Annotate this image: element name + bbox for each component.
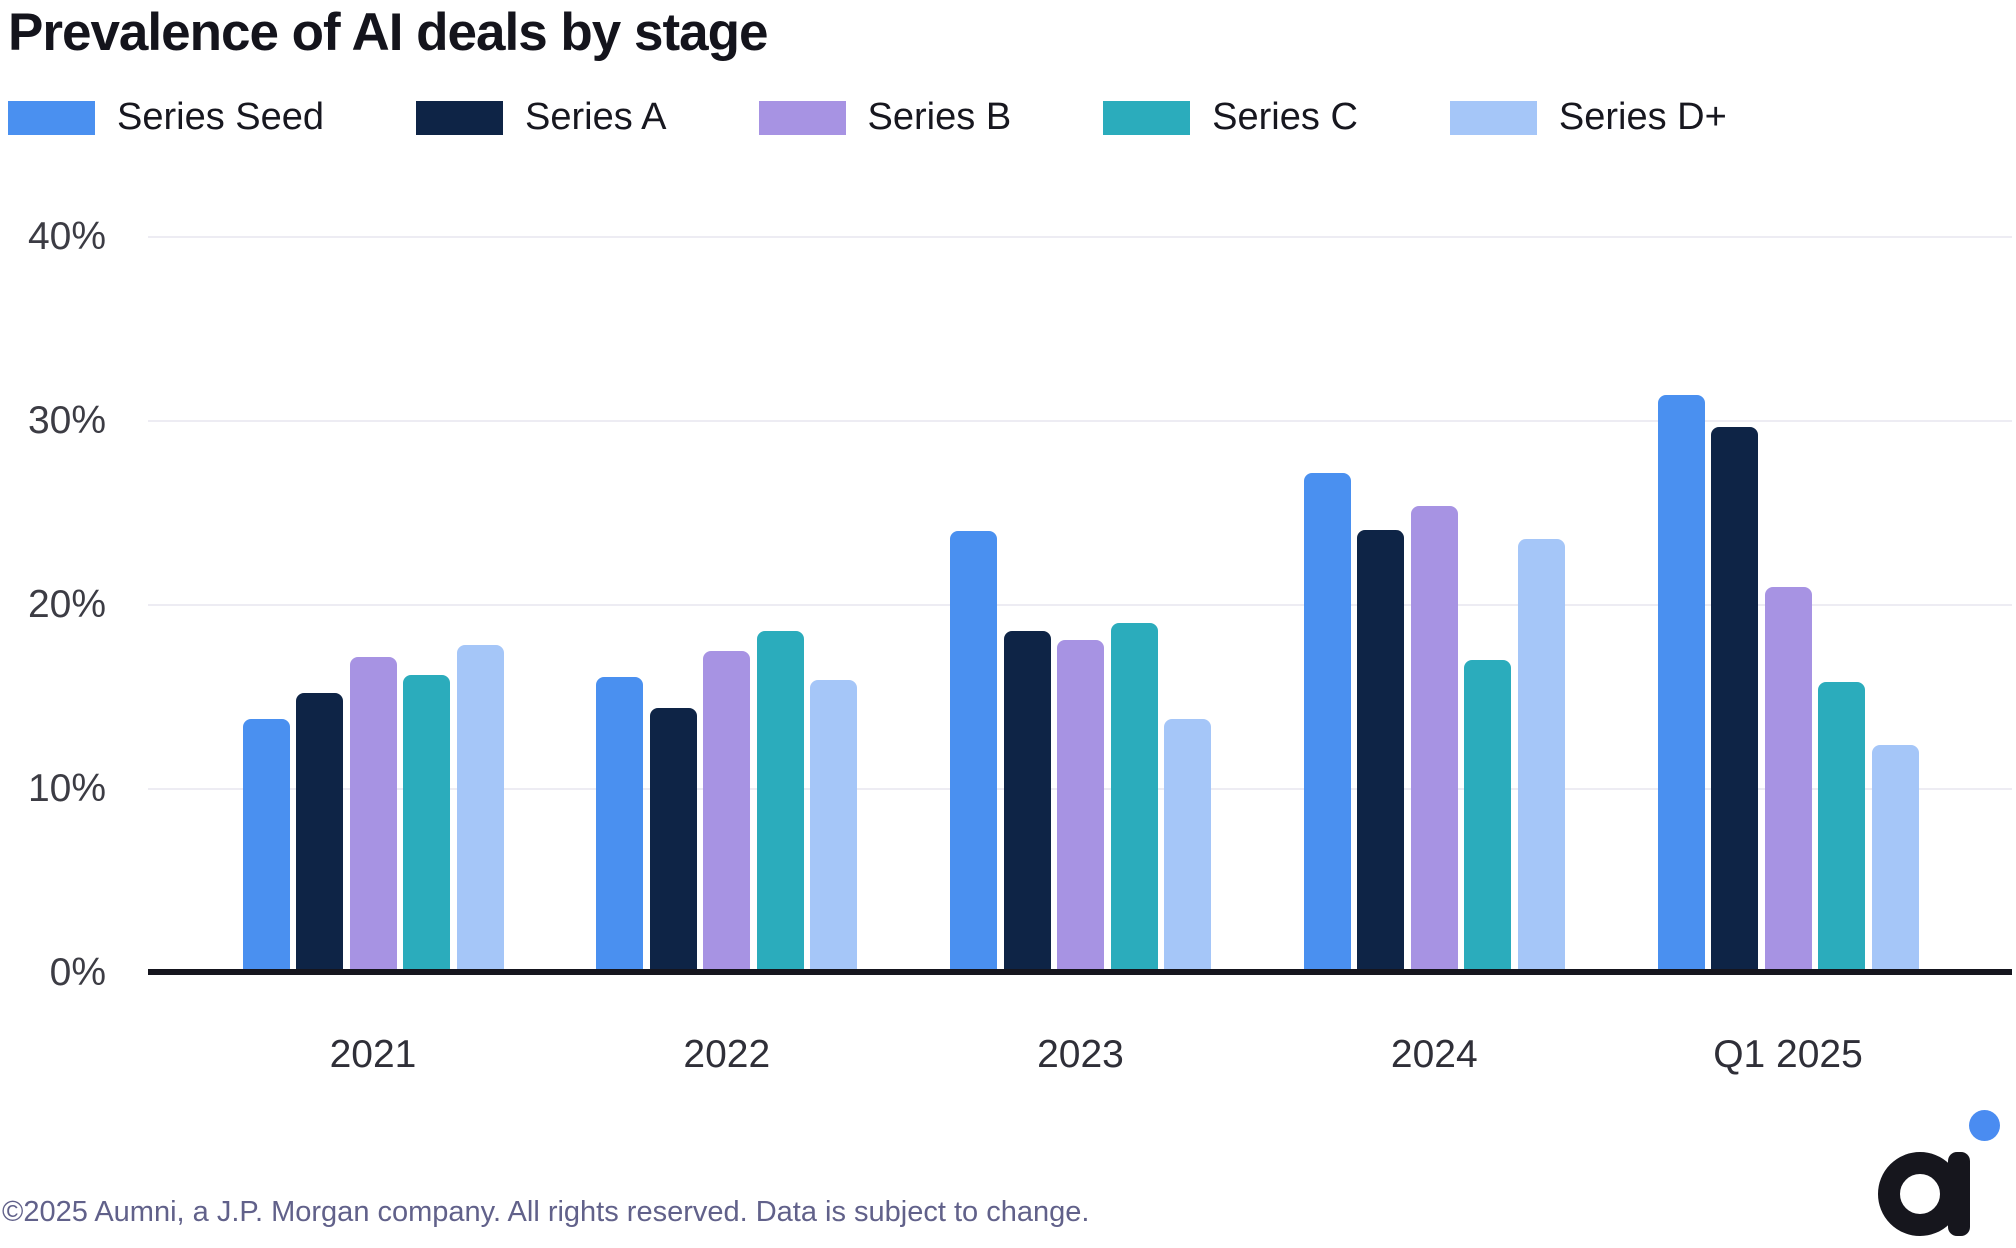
y-tick-0pct: 0% xyxy=(49,951,106,994)
legend-item-series-c: Series C xyxy=(1103,96,1358,139)
bar-series-seed-2022 xyxy=(596,676,644,973)
x-axis-label-2021: 2021 xyxy=(329,1033,417,1076)
bar-series-seed-q1-2025 xyxy=(1657,395,1705,973)
y-tick-40pct: 40% xyxy=(27,215,106,258)
bar-series-seed-2024 xyxy=(1303,472,1351,973)
x-axis-line xyxy=(148,969,2012,975)
legend-item-series-b: Series B xyxy=(758,96,1012,139)
bar-series-d-2022 xyxy=(810,680,858,973)
legend-swatch-series-d xyxy=(1449,100,1537,135)
bar-series-b-q1-2025 xyxy=(1764,586,1812,973)
bar-series-c-2022 xyxy=(756,630,804,973)
bar-series-seed-2021 xyxy=(242,719,290,973)
bar-group-2021 xyxy=(242,645,504,973)
legend-label: Series C xyxy=(1212,96,1358,138)
bar-series-a-q1-2025 xyxy=(1711,426,1758,973)
logo-a-mark-icon xyxy=(1878,1152,1970,1236)
bar-series-b-2022 xyxy=(703,651,751,973)
copyright-note: ©2025 Aumni, a J.P. Morgan company. All … xyxy=(2,1196,1090,1228)
legend-swatch-series-seed xyxy=(8,100,95,135)
bar-series-seed-2023 xyxy=(950,531,997,973)
x-axis-label-2024: 2024 xyxy=(1390,1033,1478,1076)
x-axis-label-q1-2025: Q1 2025 xyxy=(1713,1033,1863,1076)
bar-series-b-2024 xyxy=(1410,505,1458,973)
legend-item-series-a: Series A xyxy=(416,96,667,139)
bar-series-a-2023 xyxy=(1003,630,1051,973)
legend-label: Series D+ xyxy=(1558,96,1727,138)
y-tick-30pct: 30% xyxy=(27,399,106,442)
bar-series-d-q1-2025 xyxy=(1871,744,1919,973)
legend-swatch-series-b xyxy=(758,100,846,135)
bar-series-d-2024 xyxy=(1517,538,1565,973)
x-axis-label-2023: 2023 xyxy=(1037,1033,1124,1076)
legend-swatch-series-c xyxy=(1103,100,1191,135)
chart-title: Prevalence of AI deals by stage xyxy=(8,3,768,62)
bar-series-a-2024 xyxy=(1357,529,1405,973)
bar-series-c-2024 xyxy=(1464,660,1512,973)
bar-series-c-2021 xyxy=(403,674,450,973)
bar-group-2022 xyxy=(596,630,858,973)
bar-series-b-2021 xyxy=(349,656,397,973)
y-tick-10pct: 10% xyxy=(27,767,106,810)
bar-series-b-2023 xyxy=(1057,639,1104,973)
bar-series-d-2023 xyxy=(1164,719,1211,973)
legend-swatch-series-a xyxy=(416,100,504,135)
bar-group-2023 xyxy=(950,531,1211,973)
gridline-40pct xyxy=(148,236,2012,238)
chart-legend: Series Seed Series A Series B Series C Serie… xyxy=(8,96,1727,139)
bar-group-q1-2025 xyxy=(1657,395,1919,973)
gridline-30pct xyxy=(148,420,2012,422)
legend-label: Series A xyxy=(525,96,667,138)
gridline-20pct xyxy=(148,604,2012,606)
legend-label: Series Seed xyxy=(117,96,325,138)
legend-item-series-d: Series D+ xyxy=(1449,96,1727,139)
legend-label: Series B xyxy=(867,96,1012,138)
bar-series-d-2021 xyxy=(456,645,504,973)
bar-series-a-2021 xyxy=(296,693,343,973)
logo-dot-icon xyxy=(1969,1110,2000,1141)
aumni-logo xyxy=(1860,1100,2016,1248)
bar-group-2024 xyxy=(1303,472,1565,973)
y-tick-20pct: 20% xyxy=(27,583,106,626)
bar-series-c-2023 xyxy=(1110,623,1158,973)
legend-item-series-seed: Series Seed xyxy=(8,96,324,139)
bar-series-a-2022 xyxy=(649,708,697,973)
bar-series-c-q1-2025 xyxy=(1818,682,1865,973)
x-axis-label-2022: 2022 xyxy=(683,1033,771,1076)
